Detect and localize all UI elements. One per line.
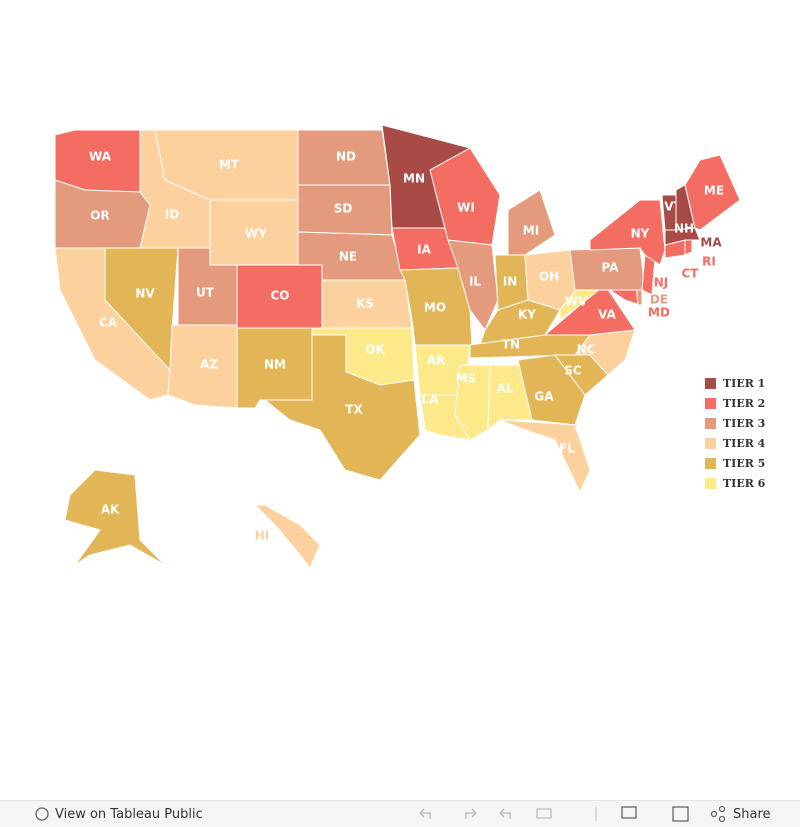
revert-icon <box>499 808 511 819</box>
legend-label: TIER 3 <box>723 417 765 430</box>
state-label: CT <box>682 267 700 281</box>
state <box>517 354 586 426</box>
state-label: OR <box>90 209 109 223</box>
state-label: MO <box>424 301 446 315</box>
legend-label: TIER 6 <box>723 477 766 490</box>
state-label: NC <box>577 343 596 357</box>
redo-icon <box>465 808 477 819</box>
state-label: IN <box>503 275 518 289</box>
state-label: OH <box>539 270 559 284</box>
legend-swatch <box>705 478 716 489</box>
undo-icon <box>419 808 431 819</box>
state-label: ME <box>704 184 724 198</box>
state <box>454 364 491 441</box>
state <box>684 154 741 231</box>
map: WA OR CA NV ID MT WY UT AZ CO NM ND SD NE KS OK TX MN IA MO… <box>54 124 766 569</box>
fullscreen-icon[interactable] <box>672 806 689 822</box>
state-label: AR <box>427 354 446 368</box>
legend-swatch <box>705 458 716 469</box>
state <box>507 189 556 256</box>
state-label: PA <box>602 261 620 275</box>
state-label: MT <box>219 158 240 172</box>
toolbar: View on Tableau Public Share <box>0 800 800 827</box>
legend-label: TIER 5 <box>723 457 765 470</box>
refresh-icon <box>536 808 552 819</box>
state-label: IL <box>469 275 481 289</box>
toolbar-icons <box>35 805 726 823</box>
state-label: OK <box>365 343 385 357</box>
legend-swatch <box>705 398 716 409</box>
state-label: UT <box>196 286 215 300</box>
state <box>589 199 666 266</box>
state-label: MN <box>403 172 425 186</box>
state-label: FL <box>559 442 575 456</box>
state-label: HI <box>255 529 270 543</box>
state-label: TN <box>502 338 520 352</box>
legend-swatch <box>705 438 716 449</box>
state-label: KY <box>518 308 536 322</box>
state-label: ID <box>165 208 179 222</box>
state-label: AZ <box>200 358 218 372</box>
state-label: AL <box>497 382 514 396</box>
legend-label: TIER 1 <box>723 377 765 390</box>
state <box>684 239 693 256</box>
state-label: MA <box>700 236 722 250</box>
state-label: ND <box>336 150 356 164</box>
state-label: WA <box>89 150 112 164</box>
state-label: GA <box>534 390 554 404</box>
state-label: DE <box>650 293 668 307</box>
state-label: NJ <box>654 276 669 290</box>
state <box>253 504 321 569</box>
state-label: NV <box>135 287 155 301</box>
state-label: WI <box>457 201 475 215</box>
state-label: MI <box>523 224 539 238</box>
state-label: CA <box>99 316 118 330</box>
state-label: WV <box>565 295 588 309</box>
state-label: NE <box>339 250 357 264</box>
state <box>499 419 591 494</box>
state-label: NY <box>631 227 650 241</box>
state-label: WY <box>245 227 267 241</box>
state-label: KS <box>356 297 374 311</box>
state-label: VA <box>598 308 616 322</box>
share-icon[interactable] <box>710 810 718 818</box>
state-label: LA <box>422 393 440 407</box>
state-label: MS <box>456 372 477 386</box>
legend-swatch <box>705 378 716 389</box>
view-link[interactable]: View on Tableau Public <box>55 807 203 822</box>
state <box>64 469 166 566</box>
legend-label: TIER 2 <box>723 397 765 410</box>
state <box>487 364 533 432</box>
state-label: AK <box>101 503 120 517</box>
download-icon[interactable] <box>621 806 637 819</box>
tableau-icon <box>35 807 49 821</box>
state <box>263 334 421 481</box>
state-label: CO <box>270 289 289 303</box>
state-label: MD <box>648 306 670 320</box>
state-label: SC <box>564 364 582 378</box>
state-label: NM <box>264 358 286 372</box>
state-label: NH <box>674 222 694 236</box>
legend-label: TIER 4 <box>723 437 766 450</box>
legend-swatch <box>705 418 716 429</box>
state-label: RI <box>702 255 716 269</box>
state-label: IA <box>417 243 431 257</box>
share-button[interactable]: Share <box>733 807 771 822</box>
state-label: SD <box>334 202 353 216</box>
state-label: TX <box>345 403 363 417</box>
